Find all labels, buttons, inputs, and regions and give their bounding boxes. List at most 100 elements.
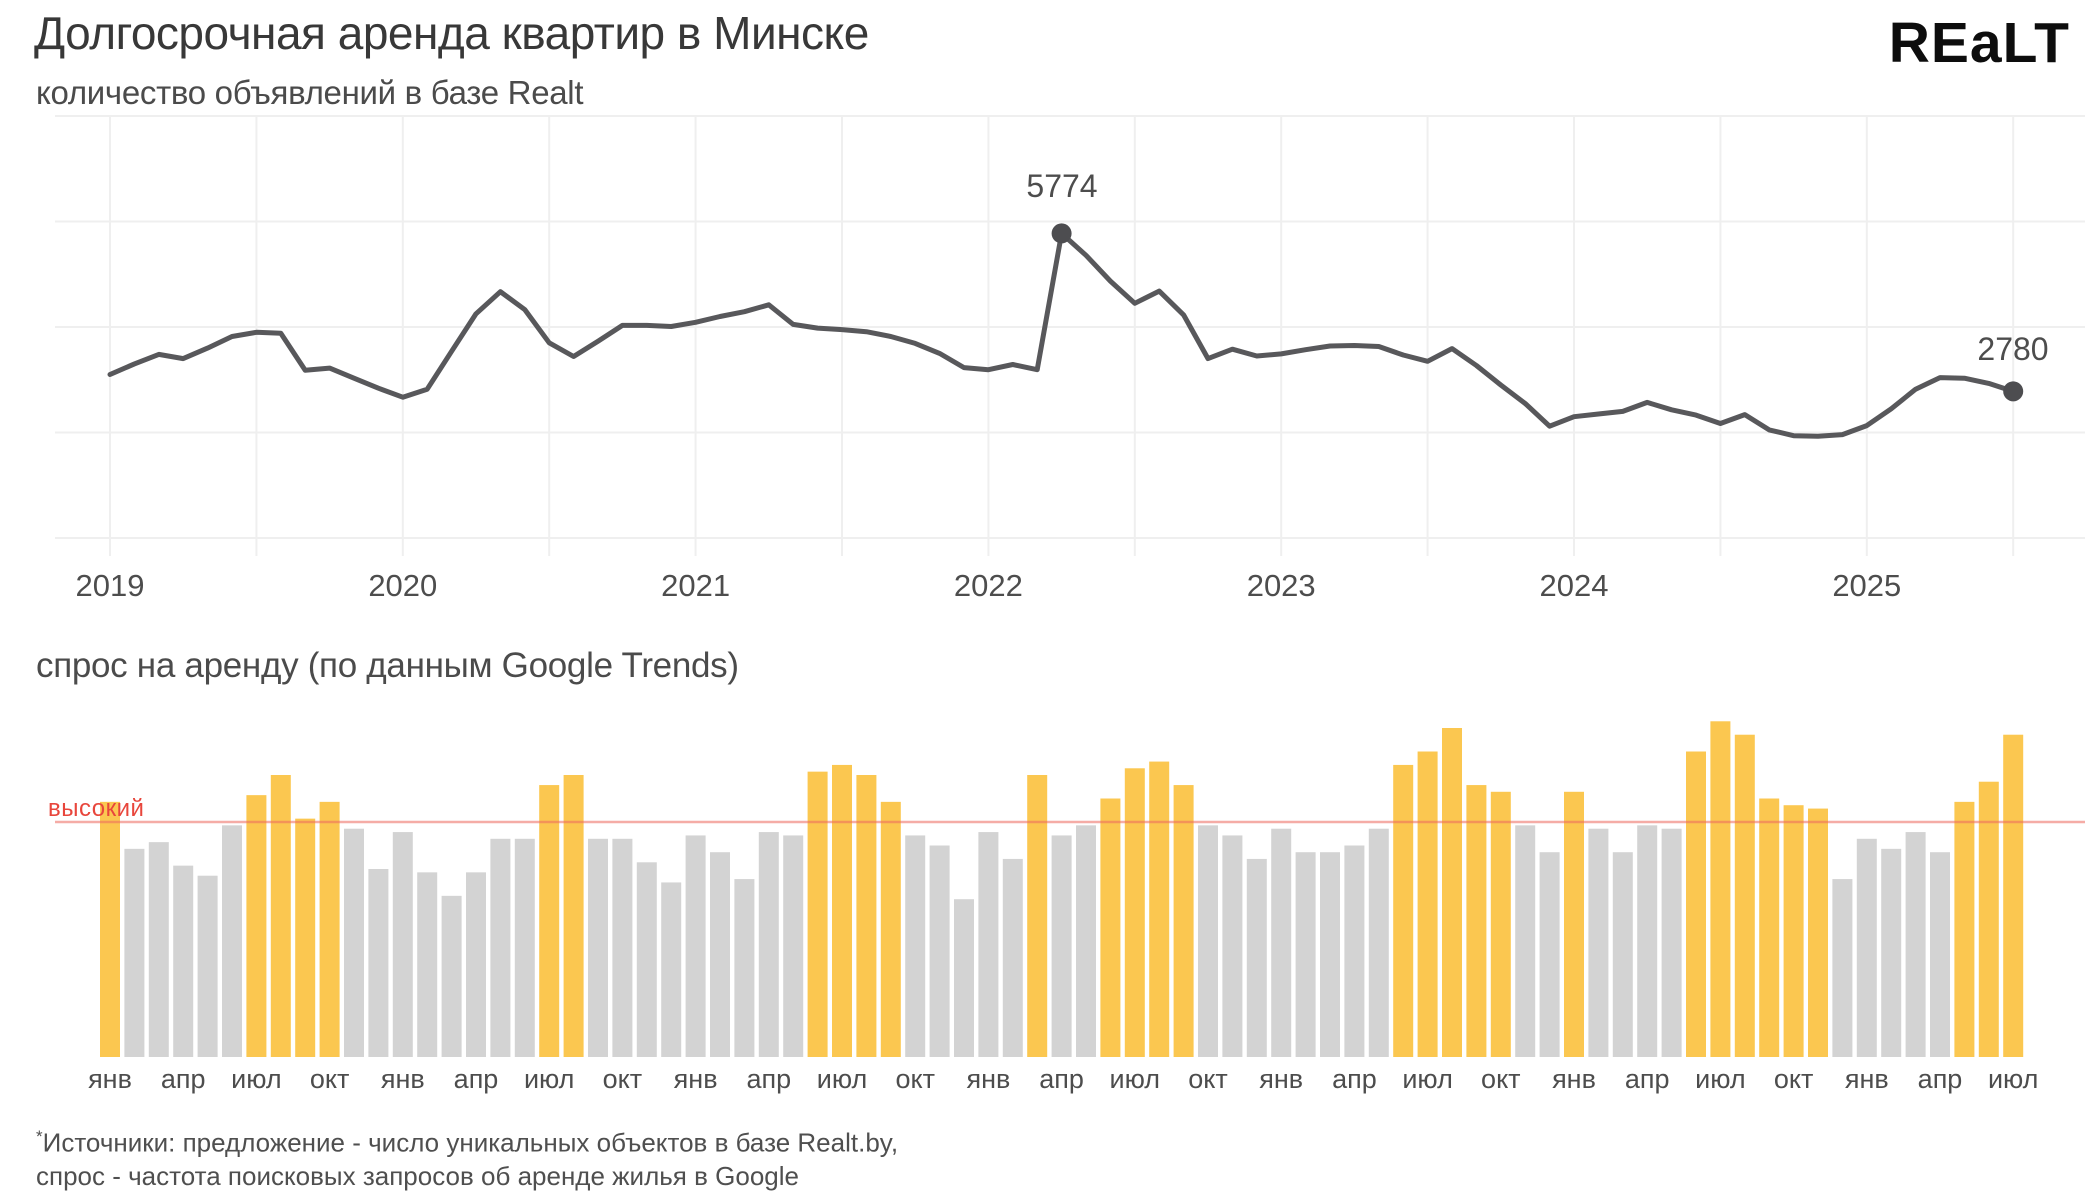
demand-bar (710, 852, 730, 1057)
realt-logo: REaLT (1888, 11, 2070, 75)
month-tick-label: апр (746, 1064, 791, 1094)
demand-bar (222, 825, 242, 1057)
demand-bar-high (1686, 751, 1706, 1057)
supply-line-series (107, 230, 2016, 439)
demand-bar (466, 872, 486, 1057)
demand-bar (1002, 858, 1023, 1057)
demand-bar (392, 832, 413, 1057)
demand-bar-high (1027, 775, 1048, 1057)
demand-bar (1930, 852, 1950, 1057)
demand-bar-high (1759, 798, 1780, 1057)
demand-bar (783, 835, 804, 1057)
demand-bar-high (1442, 728, 1462, 1057)
demand-bar (417, 872, 438, 1057)
demand-bar-high (1393, 764, 1414, 1057)
month-tick-label: апр (161, 1064, 206, 1094)
demand-bar (978, 832, 999, 1057)
month-tick-label: янв (1552, 1064, 1596, 1094)
demand-bar (612, 838, 633, 1057)
year-tick-label: 2024 (1540, 568, 1609, 603)
month-tick-label: янв (1845, 1064, 1889, 1094)
demand-bar (905, 835, 926, 1057)
month-tick-label: окт (1481, 1064, 1521, 1094)
month-tick-label: июл (1988, 1064, 2039, 1094)
demand-bar-high (1783, 805, 1804, 1057)
demand-bar (173, 865, 194, 1057)
page-title: Долгосрочная аренда квартир в Минске (34, 7, 869, 59)
year-tick-label: 2019 (76, 568, 145, 603)
year-tick-label: 2025 (1832, 568, 1901, 603)
demand-bar-high (1734, 734, 1755, 1057)
demand-bar (1320, 852, 1340, 1057)
demand-bar (1881, 848, 1902, 1057)
demand-bar-high (1808, 808, 1828, 1057)
demand-bar-high (832, 764, 852, 1057)
demand-bar-high (100, 801, 120, 1057)
demand-bar (1515, 825, 1536, 1057)
demand-bar (1051, 835, 1072, 1057)
bar-chart-title: спрос на аренду (по данным Google Trends… (36, 646, 739, 685)
demand-bar (954, 899, 974, 1057)
demand-bar-high (1466, 785, 1487, 1057)
demand-bar (1344, 845, 1365, 1057)
demand-bar (1076, 825, 1096, 1057)
month-tick-label: янв (88, 1064, 132, 1094)
demand-bar-high (2003, 734, 2024, 1057)
month-tick-label: окт (310, 1064, 350, 1094)
demand-bar (1661, 828, 1682, 1057)
month-tick-label: окт (1188, 1064, 1228, 1094)
year-tick-label: 2021 (661, 568, 730, 603)
demand-bar-high (807, 771, 828, 1057)
demand-bar-high (880, 801, 901, 1057)
demand-bar (636, 862, 657, 1057)
demand-bar (1222, 835, 1243, 1057)
peak-annotation: 5774 (1026, 168, 1098, 204)
demand-bar-high (1124, 768, 1145, 1057)
footnote-line-2: спрос - частота поисковых запросов об ар… (36, 1160, 799, 1191)
sources-footnote: *Источники: предложение - число уникальн… (36, 1120, 898, 1193)
demand-bar-high (1710, 721, 1731, 1057)
footnote-line-1: *Источники: предложение - число уникальн… (36, 1127, 899, 1158)
demand-bar (661, 882, 682, 1057)
month-tick-label: июл (231, 1064, 282, 1094)
demand-bar-high (563, 775, 584, 1057)
demand-bar-high (1173, 785, 1194, 1057)
demand-bar (441, 895, 462, 1057)
month-tick-label: янв (674, 1064, 718, 1094)
month-tick-label: янв (381, 1064, 425, 1094)
demand-bar-high (856, 775, 877, 1057)
demand-bar-high (539, 785, 560, 1057)
month-tick-label: апр (1625, 1064, 1670, 1094)
demand-bar-high (1564, 791, 1584, 1057)
demand-bar (148, 842, 169, 1057)
high-threshold-label: высокий (48, 795, 145, 822)
month-tick-label: апр (1039, 1064, 1084, 1094)
demand-bar (1612, 852, 1633, 1057)
demand-bar-high (1149, 761, 1170, 1057)
demand-bar (1295, 852, 1316, 1057)
demand-bar-high (1490, 791, 1511, 1057)
demand-bar (1637, 825, 1658, 1057)
month-tick-label: апр (454, 1064, 499, 1094)
latest-dot (2003, 381, 2024, 402)
month-tick-label: апр (1332, 1064, 1377, 1094)
demand-bar (490, 838, 511, 1057)
demand-bar (1588, 828, 1609, 1057)
demand-bar-high (1100, 798, 1121, 1057)
demand-bar (344, 828, 364, 1057)
demand-bar (124, 848, 145, 1057)
month-tick-label: янв (966, 1064, 1010, 1094)
demand-bar-high (270, 775, 291, 1057)
year-tick-label: 2022 (954, 568, 1023, 603)
demand-bar (1905, 832, 1926, 1057)
latest-value-annotation: 2780 (1977, 331, 2049, 367)
year-tick-label: 2020 (368, 568, 437, 603)
demand-bar (1368, 828, 1389, 1057)
demand-bar-high (295, 818, 316, 1057)
demand-bar (1539, 852, 1560, 1057)
demand-bar-high (246, 795, 267, 1057)
demand-bar (1198, 825, 1218, 1057)
month-tick-label: июл (1402, 1064, 1453, 1094)
